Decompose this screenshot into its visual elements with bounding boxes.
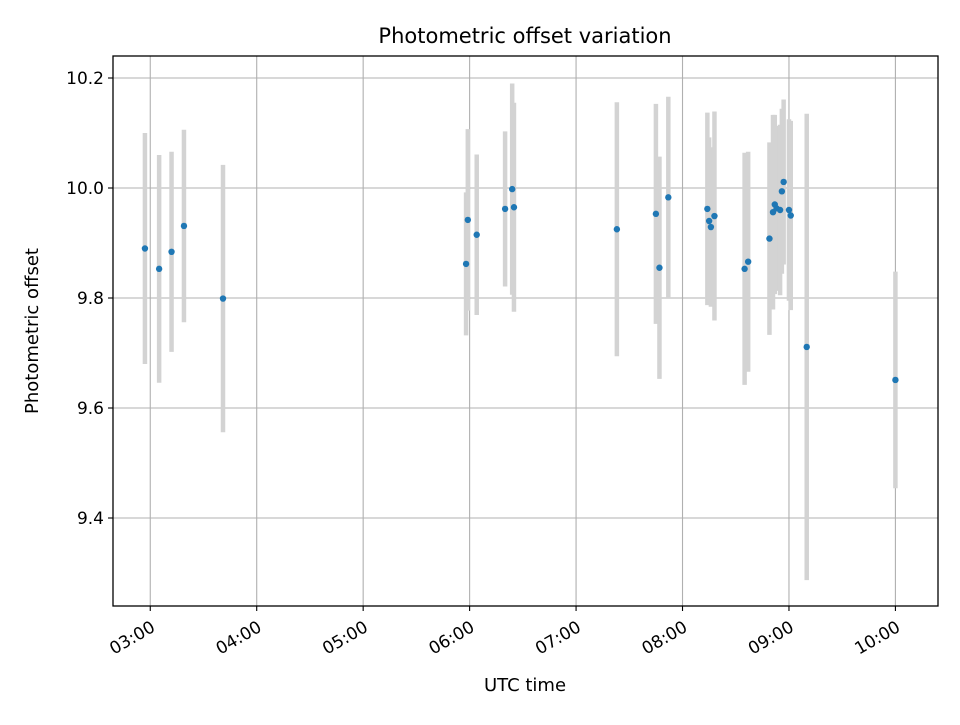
data-point xyxy=(510,204,518,211)
grid-lines xyxy=(113,56,938,606)
y-tick-label: 9.4 xyxy=(77,509,104,529)
data-point xyxy=(766,235,773,242)
data-point xyxy=(462,260,470,268)
data-point xyxy=(473,231,480,238)
data-point xyxy=(613,226,621,233)
chart-title: Photometric offset variation xyxy=(378,24,671,48)
data-point xyxy=(711,212,718,220)
plot-frame xyxy=(112,55,939,607)
data-point xyxy=(652,210,660,218)
data-point xyxy=(501,205,509,213)
data-point xyxy=(141,245,149,252)
y-tick-label: 10.0 xyxy=(66,179,104,199)
y-tick-label: 9.6 xyxy=(77,399,104,419)
data-point xyxy=(219,295,227,302)
x-axis-label: UTC time xyxy=(484,675,566,696)
data-point xyxy=(704,205,711,213)
data-point xyxy=(180,222,188,230)
data-point xyxy=(741,265,748,273)
y-axis-label: Photometric offset xyxy=(22,248,43,414)
data-point xyxy=(892,376,899,384)
data-point xyxy=(464,216,472,224)
data-point xyxy=(155,265,163,273)
data-point xyxy=(780,178,787,186)
y-axis-ticks: 9.4 9.6 9.8 10.0 10.2 xyxy=(66,69,113,529)
data-point xyxy=(803,343,810,351)
data-point xyxy=(787,212,794,219)
data-point xyxy=(707,223,715,231)
y-tick-label: 9.8 xyxy=(77,289,104,309)
data-point xyxy=(778,188,786,195)
data-point xyxy=(785,206,793,214)
data-point xyxy=(705,217,713,225)
data-point xyxy=(665,194,672,201)
data-point xyxy=(656,264,663,271)
y-tick-label: 10.2 xyxy=(66,69,104,89)
data-points xyxy=(141,178,899,384)
data-point xyxy=(508,185,516,193)
data-point xyxy=(168,248,175,255)
data-point xyxy=(744,258,752,265)
data-point xyxy=(776,206,784,214)
